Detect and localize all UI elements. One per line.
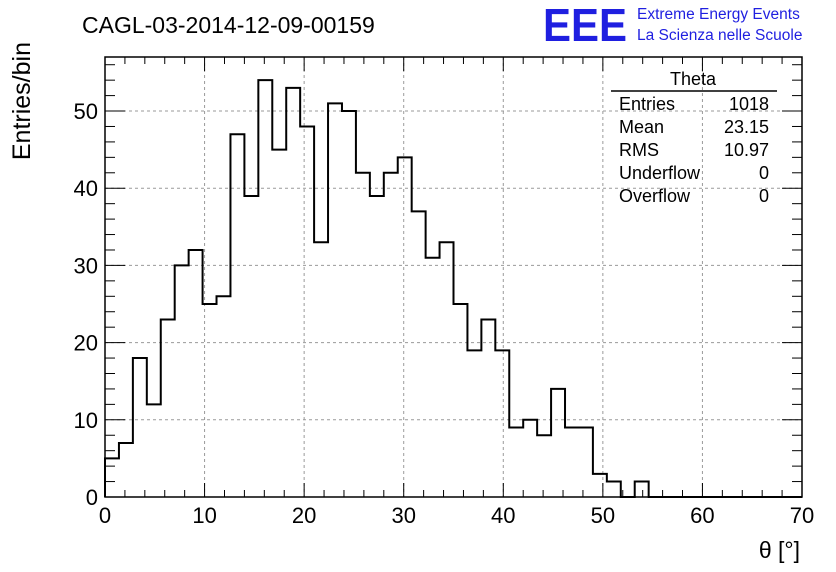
y-tick-label: 50	[74, 99, 98, 124]
chart-title: CAGL-03-2014-12-09-00159	[82, 12, 375, 38]
stats-label-rms: RMS	[619, 140, 659, 160]
stats-value-entries: 1018	[729, 94, 769, 114]
axis-ticks: 0 10 20 30 40 50 60 70 0 10 20 30 40 50	[74, 57, 814, 528]
stats-label-underflow: Underflow	[619, 163, 701, 183]
x-tick-label: 40	[491, 503, 515, 528]
stats-value-underflow: 0	[759, 163, 769, 183]
logo-line1: Extreme Energy Events	[637, 6, 800, 23]
stats-name: Theta	[670, 69, 717, 89]
x-tick-label: 70	[790, 503, 814, 528]
stats-label-entries: Entries	[619, 94, 675, 114]
x-tick-label: 60	[690, 503, 714, 528]
eee-logo: EEE Extreme Energy Events La Scienza nel…	[543, 0, 802, 51]
x-tick-label: 50	[591, 503, 615, 528]
logo-line2: La Scienza nelle Scuole	[637, 27, 802, 44]
x-tick-label: 20	[292, 503, 316, 528]
stats-value-rms: 10.97	[724, 140, 769, 160]
logo-mark: EEE	[543, 0, 627, 51]
plot-frame	[104, 56, 803, 498]
x-axis-label: θ [°]	[759, 537, 800, 563]
y-tick-label: 40	[74, 176, 98, 201]
x-tick-label: 10	[192, 503, 216, 528]
stats-label-overflow: Overflow	[619, 186, 691, 206]
y-tick-label: 10	[74, 408, 98, 433]
x-tick-label: 0	[99, 503, 111, 528]
stats-label-mean: Mean	[619, 117, 664, 137]
stats-value-overflow: 0	[759, 186, 769, 206]
histogram-line	[104, 79, 802, 498]
y-tick-label: 0	[86, 485, 98, 510]
y-tick-label: 30	[74, 253, 98, 278]
x-tick-label: 30	[391, 503, 415, 528]
y-axis-label: Entries/bin	[8, 42, 36, 160]
grid-lines	[105, 57, 802, 497]
stats-value-mean: 23.15	[724, 117, 769, 137]
stats-box: Theta Entries 1018 Mean 23.15 RMS 10.97 …	[611, 69, 777, 206]
y-tick-label: 20	[74, 331, 98, 356]
